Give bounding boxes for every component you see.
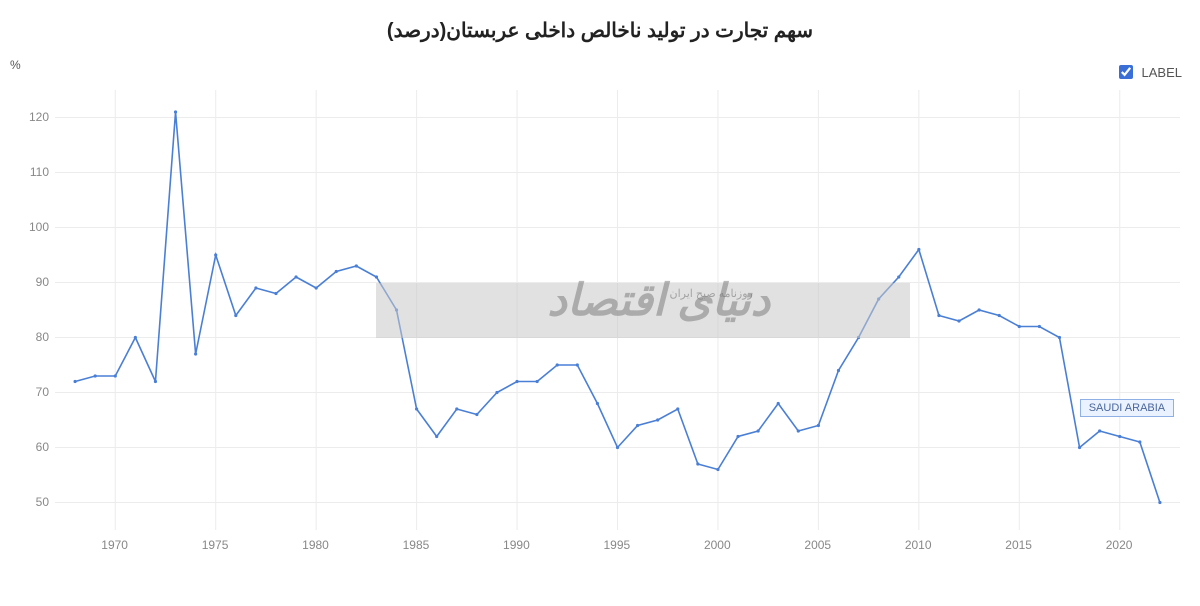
x-tick-label: 2010 [905,538,932,552]
data-point [495,391,498,394]
data-point [696,462,699,465]
data-point [335,270,338,273]
data-point [937,314,940,317]
data-point [234,314,237,317]
chart-title: سهم تجارت در تولید ناخالص داخلی عربستان(… [0,18,1200,43]
y-tick-label: 60 [36,440,49,454]
data-point [536,380,539,383]
data-point [656,418,659,421]
data-point [355,264,358,267]
data-point [1058,336,1061,339]
x-tick-label: 2005 [804,538,831,552]
x-tick-label: 1975 [202,538,229,552]
y-tick-label: 120 [29,110,49,124]
y-axis-unit: % [10,58,21,72]
data-point [134,336,137,339]
data-point [797,429,800,432]
y-tick-label: 70 [36,385,49,399]
data-point [978,308,981,311]
x-tick-label: 1980 [302,538,329,552]
data-point [837,369,840,372]
data-point [817,424,820,427]
data-point [1118,435,1121,438]
legend-label: LABEL [1142,65,1182,80]
data-point [154,380,157,383]
data-point [214,253,217,256]
data-point [375,275,378,278]
data-point [1038,325,1041,328]
data-point [315,286,318,289]
plot-area: دنیای اقتصاد روزنامه صبح ایران SAUDI ARA… [55,90,1180,530]
data-point [897,275,900,278]
y-tick-label: 50 [36,495,49,509]
data-point [475,413,478,416]
x-tick-label: 2020 [1106,538,1133,552]
data-point [616,446,619,449]
y-tick-label: 110 [30,165,49,179]
data-point [174,110,177,113]
data-point [415,407,418,410]
data-point [576,363,579,366]
data-point [194,352,197,355]
y-tick-label: 90 [36,275,49,289]
y-tick-label: 80 [36,330,49,344]
data-point [455,407,458,410]
series-label: SAUDI ARABIA [1080,399,1174,417]
legend-checkbox[interactable] [1119,65,1133,79]
data-point [73,380,76,383]
x-tick-label: 1995 [604,538,631,552]
x-tick-label: 1990 [503,538,530,552]
x-tick-label: 1970 [101,538,128,552]
data-point [917,248,920,251]
data-point [556,363,559,366]
data-point [254,286,257,289]
x-tick-label: 1985 [403,538,430,552]
data-point [515,380,518,383]
data-point [957,319,960,322]
data-point [636,424,639,427]
data-point [94,374,97,377]
data-point [1018,325,1021,328]
data-point [676,407,679,410]
y-tick-label: 100 [29,220,49,234]
data-point [716,468,719,471]
data-point [294,275,297,278]
chart-container: سهم تجارت در تولید ناخالص داخلی عربستان(… [0,0,1200,606]
data-point [274,292,277,295]
data-point [998,314,1001,317]
data-point [1158,501,1161,504]
watermark-bar [376,283,910,338]
data-point [777,402,780,405]
data-point [435,435,438,438]
data-point [1098,429,1101,432]
x-tick-label: 2000 [704,538,731,552]
x-tick-label: 2015 [1005,538,1032,552]
data-point [736,435,739,438]
legend: LABEL [1115,62,1182,82]
data-point [114,374,117,377]
data-point [596,402,599,405]
data-point [757,429,760,432]
data-point [1138,440,1141,443]
data-point [1078,446,1081,449]
